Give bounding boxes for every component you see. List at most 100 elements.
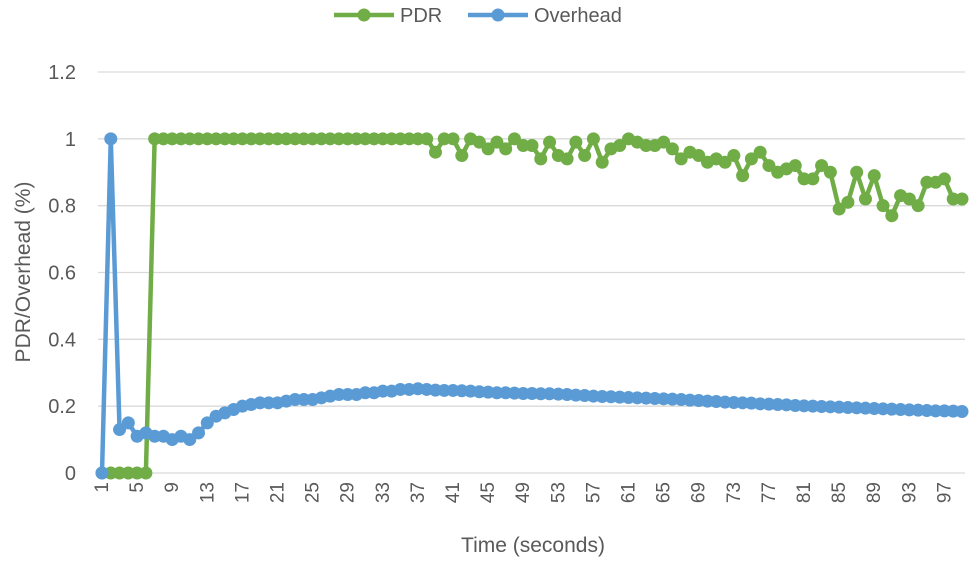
pdr-point xyxy=(823,165,837,179)
pdr-point xyxy=(499,142,513,156)
pdr-point xyxy=(543,135,557,149)
pdr-point xyxy=(744,152,758,166)
x-tick-label: 77 xyxy=(759,482,780,503)
pdr-point xyxy=(472,135,486,149)
x-tick-label: 29 xyxy=(338,482,359,503)
pdr-point xyxy=(850,165,864,179)
pdr-point xyxy=(727,149,741,163)
overhead-point xyxy=(95,466,109,480)
x-tick-label: 25 xyxy=(303,482,324,503)
legend: PDR Overhead xyxy=(334,5,622,27)
pdr-point xyxy=(815,159,829,173)
x-tick-label: 89 xyxy=(864,482,885,503)
pdr-point xyxy=(674,152,688,166)
pdr-point xyxy=(657,135,671,149)
legend-item-pdr: PDR xyxy=(334,5,442,27)
pdr-point xyxy=(507,132,521,146)
pdr-point xyxy=(420,132,434,146)
x-tick-label: 49 xyxy=(513,482,534,503)
pdr-point xyxy=(595,155,609,169)
overhead-point xyxy=(200,416,214,430)
y-tick-label: 0.4 xyxy=(48,329,76,351)
x-tick-label: 45 xyxy=(478,482,499,503)
series-pdr xyxy=(95,132,969,480)
legend-label: PDR xyxy=(400,5,442,27)
pdr-point xyxy=(692,149,706,163)
pdr-point xyxy=(902,192,916,206)
pdr-point xyxy=(736,169,750,183)
pdr-point xyxy=(858,192,872,206)
pdr-point xyxy=(490,135,504,149)
x-tick-label: 53 xyxy=(548,482,569,503)
pdr-point xyxy=(762,159,776,173)
pdr-point xyxy=(718,155,732,169)
pdr-point xyxy=(534,152,548,166)
overhead-point xyxy=(183,433,197,447)
x-tick-label: 1 xyxy=(92,482,113,493)
x-tick-label: 33 xyxy=(373,482,394,503)
legend-item-overhead: Overhead xyxy=(468,5,622,27)
pdr-point xyxy=(560,152,574,166)
x-tick-label: 5 xyxy=(127,482,148,493)
pdr-point xyxy=(569,135,583,149)
y-tick-label: 0 xyxy=(65,463,76,485)
x-tick-label: 93 xyxy=(899,482,920,503)
x-axis-title: Time (seconds) xyxy=(461,534,605,557)
pdr-point xyxy=(832,202,846,216)
pdr-point xyxy=(876,199,890,213)
y-axis-title: PDR/Overhead (%) xyxy=(12,182,35,363)
overhead-point xyxy=(955,405,969,419)
pdr-point xyxy=(139,466,153,480)
pdr-point xyxy=(806,172,820,186)
series-overhead xyxy=(95,132,969,480)
pdr-point xyxy=(578,149,592,163)
y-tick-label: 0.8 xyxy=(48,196,76,218)
legend-marker-icon xyxy=(491,8,505,22)
x-tick-label: 85 xyxy=(829,482,850,503)
overhead-point xyxy=(121,416,135,430)
overhead-point xyxy=(113,423,127,437)
y-tick-label: 0.6 xyxy=(48,263,76,285)
legend-label: Overhead xyxy=(534,5,622,27)
pdr-point xyxy=(665,142,679,156)
x-tick-label: 73 xyxy=(724,482,745,503)
x-tick-label: 41 xyxy=(443,482,464,503)
pdr-point xyxy=(446,132,460,146)
overhead-point xyxy=(192,426,206,440)
x-tick-label: 57 xyxy=(583,482,604,503)
overhead-point xyxy=(104,132,118,146)
x-tick-label: 21 xyxy=(268,482,289,503)
pdr-point xyxy=(525,139,539,153)
series-lines xyxy=(95,132,969,480)
pdr-point xyxy=(455,149,469,163)
pdr-point xyxy=(481,142,495,156)
x-axis-ticks: 1 5 9 13 17 21 25 29 33 37 41 45 49 53 57 61 65 69 73 77 81 8… xyxy=(92,482,955,503)
pdr-point xyxy=(867,169,881,183)
pdr-point xyxy=(753,145,767,159)
pdr-point xyxy=(428,145,442,159)
x-tick-label: 37 xyxy=(408,482,429,503)
pdr-point xyxy=(586,132,600,146)
y-tick-label: 1 xyxy=(65,129,76,151)
x-tick-label: 97 xyxy=(934,482,955,503)
pdr-point xyxy=(885,209,899,223)
y-tick-label: 0.2 xyxy=(48,396,76,418)
y-tick-label: 1.2 xyxy=(48,62,76,84)
pdr-line xyxy=(102,136,962,476)
pdr-point xyxy=(937,172,951,186)
legend-marker-icon xyxy=(357,8,371,22)
x-tick-label: 69 xyxy=(689,482,710,503)
pdr-point xyxy=(955,192,969,206)
pdr-point xyxy=(613,139,627,153)
y-axis-ticks: 0 0.2 0.4 0.6 0.8 1 1.2 xyxy=(48,62,76,485)
pdr-point xyxy=(911,199,925,213)
x-tick-label: 65 xyxy=(654,482,675,503)
pdr-point xyxy=(841,195,855,209)
x-tick-label: 9 xyxy=(162,482,183,493)
x-tick-label: 17 xyxy=(232,482,253,503)
x-tick-label: 81 xyxy=(794,482,815,503)
x-tick-label: 13 xyxy=(197,482,218,503)
pdr-point xyxy=(788,159,802,173)
